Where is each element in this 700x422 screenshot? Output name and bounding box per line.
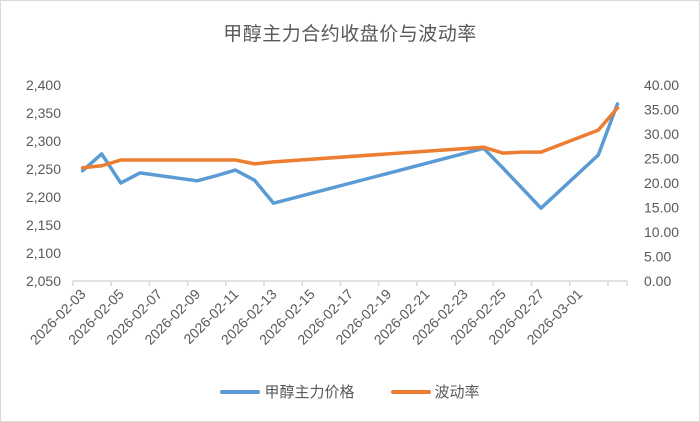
y-left-tick-label: 2,300: [26, 133, 61, 149]
chart-title: 甲醇主力合约收盘价与波动率: [223, 23, 477, 45]
y-right-tick-label: 35.00: [644, 102, 679, 118]
y-right-tick-label: 10.00: [644, 224, 679, 240]
y-right-tick-label: 20.00: [644, 175, 679, 191]
legend-label-volatility: 波动率: [434, 383, 480, 401]
volatility-series-line[interactable]: [80, 106, 620, 170]
legend-label-price: 甲醇主力价格: [264, 383, 355, 401]
legend-item-volatility[interactable]: 波动率: [390, 381, 480, 402]
y-right-tick-label: 0.00: [644, 273, 671, 289]
y-left-tick-label: 2,150: [26, 217, 61, 233]
legend-item-price[interactable]: 甲醇主力价格: [220, 381, 355, 402]
y-right-tick-label: 25.00: [644, 151, 679, 167]
legend: 甲醇主力价格 波动率: [1, 381, 699, 402]
y-right-tick-label: 5.00: [644, 249, 671, 265]
y-left-tick-label: 2,350: [26, 105, 61, 121]
y-left-tick-label: 2,200: [26, 189, 61, 205]
y-right-tick-label: 15.00: [644, 200, 679, 216]
price-series-line[interactable]: [80, 102, 620, 210]
y-left-tick-label: 2,250: [26, 161, 61, 177]
legend-swatch-volatility-icon: [390, 389, 431, 394]
y-left-tick-label: 2,050: [26, 273, 61, 289]
legend-swatch-price-icon: [220, 389, 261, 394]
y-right-tick-label: 40.00: [644, 77, 679, 93]
y-left-tick-label: 2,100: [26, 245, 61, 261]
y-right-tick-label: 30.00: [644, 126, 679, 142]
y-left-tick-label: 2,400: [26, 77, 61, 93]
